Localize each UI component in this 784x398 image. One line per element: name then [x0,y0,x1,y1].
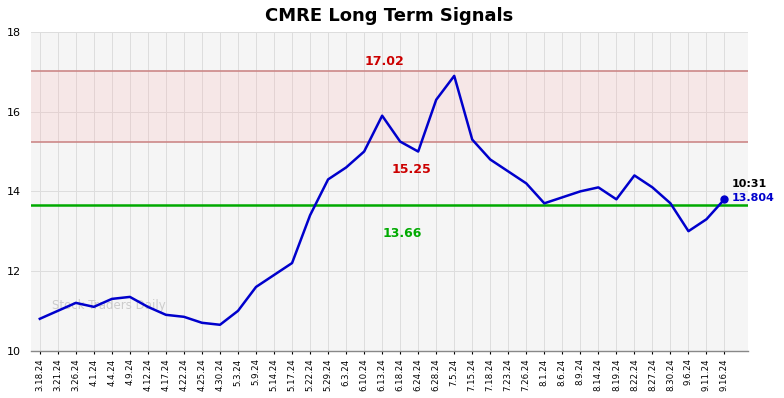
Text: 15.25: 15.25 [391,164,431,176]
Text: 17.02: 17.02 [364,55,404,68]
Text: Stock Traders Daily: Stock Traders Daily [53,299,166,312]
Title: CMRE Long Term Signals: CMRE Long Term Signals [265,7,514,25]
Text: 10:31: 10:31 [731,179,767,189]
Text: 13.804: 13.804 [731,193,775,203]
Text: 13.66: 13.66 [382,227,422,240]
Bar [31,71,748,142]
